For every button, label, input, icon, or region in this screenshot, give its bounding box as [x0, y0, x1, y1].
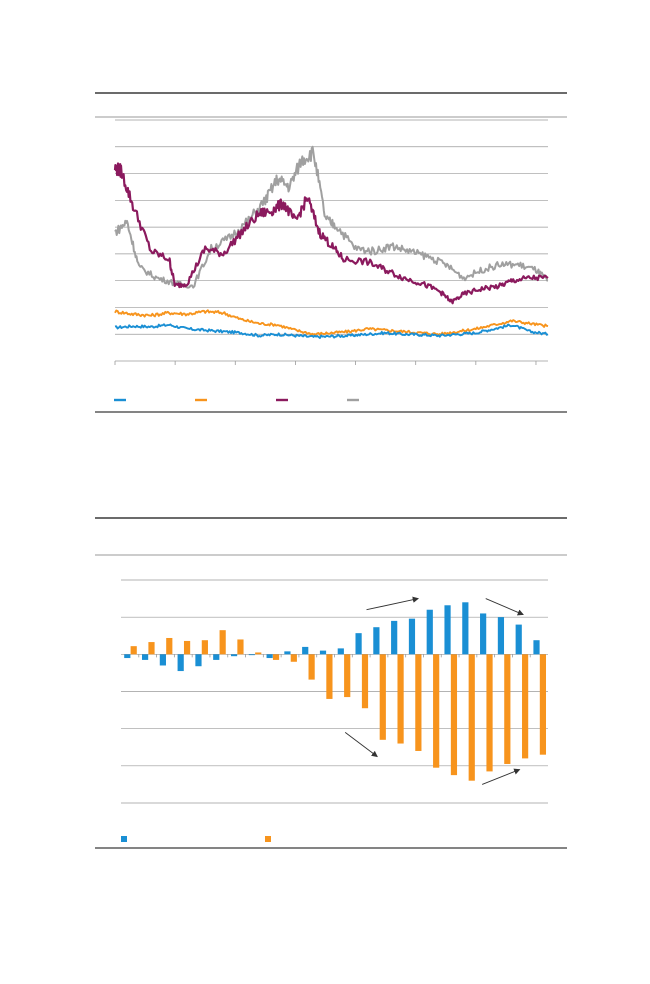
bottom-bar-s1-10 [308, 654, 315, 680]
bottom-chart-plot-area [124, 602, 547, 781]
bottom-bar-s0-13 [355, 633, 362, 655]
top-chart-x-axis [114, 360, 548, 365]
bottom-bar-s0-22 [515, 624, 522, 655]
bottom-chart-legend [121, 836, 271, 842]
bottom-bar-s0-18 [444, 605, 451, 655]
bottom-bar-s0-11 [319, 650, 327, 655]
bottom-bar-s1-15 [397, 654, 404, 744]
top-chart-plot-area [113, 145, 549, 339]
bottom-bar-s0-14 [373, 627, 380, 655]
bottom-annotation-arrow-2 [344, 732, 378, 758]
bottom-bar-s0-20 [480, 613, 487, 655]
bottom-bar-s1-19 [468, 654, 475, 781]
bottom-bar-s1-9 [290, 654, 297, 662]
bottom-bar-s0-5 [213, 654, 220, 660]
bottom-bar-s1-5 [219, 630, 226, 655]
bottom-bar-s0-4 [195, 654, 202, 667]
bottom-bar-s0-10 [302, 646, 309, 655]
bottom-bar-s1-17 [433, 654, 440, 768]
bottom-bar-s0-21 [497, 617, 505, 655]
bottom-bar-s0-23 [533, 640, 540, 655]
bottom-bar-s1-4 [201, 640, 208, 655]
bottom-bar-s1-14 [379, 654, 386, 740]
bottom-bar-s0-16 [408, 618, 416, 655]
bottom-bar-s0-9 [284, 651, 291, 655]
bottom-bar-s0-7 [248, 654, 255, 656]
bottom-chart-gridlines [121, 579, 548, 804]
bottom-bar-s1-21 [504, 654, 511, 764]
bottom-bar-s1-13 [361, 654, 369, 709]
bottom-bar-s0-17 [426, 609, 433, 655]
bottom-bar-s1-23 [539, 654, 547, 755]
top-series-line-0 [114, 323, 549, 339]
top-chart-gridlines [115, 119, 548, 335]
bottom-bar-s0-3 [177, 654, 184, 672]
bottom-bar-s1-8 [272, 654, 280, 660]
bottom-bar-s0-8 [266, 654, 273, 659]
top-series-line-2 [113, 162, 549, 305]
bottom-annotation-arrow-3 [482, 768, 521, 785]
bottom-bar-s1-12 [344, 654, 351, 698]
bottom-annotation-arrow-1 [485, 598, 524, 616]
bottom-bar-s1-18 [450, 654, 458, 776]
bottom-legend-swatch-1 [265, 836, 271, 842]
bottom-bar-s0-12 [337, 648, 344, 655]
bottom-bar-s0-0 [124, 654, 131, 659]
bottom-bar-s1-1 [148, 642, 155, 655]
bottom-bar-s1-11 [326, 654, 333, 699]
bottom-bar-s1-22 [522, 654, 529, 759]
top-series-line-3 [114, 145, 549, 289]
bottom-bar-s1-7 [255, 652, 262, 655]
bottom-bar-s1-16 [415, 654, 422, 751]
bottom-bar-s0-19 [462, 602, 469, 655]
top-series-line-1 [114, 309, 549, 337]
bottom-bar-s0-1 [141, 654, 149, 660]
bottom-bar-s1-3 [183, 640, 191, 655]
bottom-bar-s1-6 [237, 639, 244, 655]
bottom-bar-s0-2 [159, 654, 166, 666]
bottom-bar-s1-20 [486, 654, 493, 772]
bottom-annotation-arrow-0 [366, 596, 420, 611]
bottom-bar-s0-15 [391, 620, 398, 655]
bottom-bar-s1-0 [130, 646, 137, 655]
bottom-bar-s0-6 [230, 654, 238, 657]
bottom-bar-s1-2 [166, 637, 173, 655]
bottom-chart-annotations [344, 596, 524, 785]
bottom-legend-swatch-0 [121, 836, 127, 842]
